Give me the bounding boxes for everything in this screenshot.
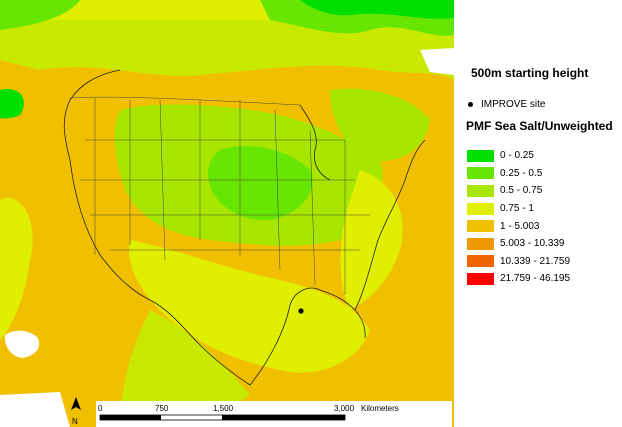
state-boundaries: [69, 96, 370, 295]
north-arrow-icon: N: [71, 397, 81, 426]
legend-class-row: 0.75 - 1: [467, 200, 570, 218]
legend-class-row: 0 - 0.25: [467, 147, 570, 165]
legend-class-row: 21.759 - 46.195: [467, 270, 570, 288]
class-region-west-arctic: [0, 0, 80, 30]
site-dot-icon: [468, 101, 473, 107]
legend-class-label: 0.25 - 0.5: [500, 167, 543, 179]
legend-swatch: [467, 272, 494, 285]
legend-class-row: 0.25 - 0.5: [467, 165, 570, 183]
legend-class-label: 5.003 - 10.339: [500, 238, 565, 250]
scale-tick-0: 0: [98, 404, 103, 413]
legend-class-row: 1 - 5.003: [467, 217, 570, 235]
legend-class-label: 10.339 - 21.759: [500, 255, 571, 267]
class-region-northeast: [330, 88, 430, 161]
class-region-mexico: [120, 310, 250, 427]
legend-class-row: 0.5 - 0.75: [467, 182, 570, 200]
legend-swatch: [467, 255, 494, 268]
legend-swatch: [467, 149, 494, 162]
legend-swatch: [467, 167, 494, 180]
legend-swatch: [467, 237, 494, 250]
legend-class-label: 0.5 - 0.75: [500, 185, 543, 197]
class-region-southwest: [49, 190, 115, 282]
scale-unit: Kilometers: [361, 404, 399, 413]
legend-list: 0 - 0.25 0.25 - 0.5 0.5 - 0.75 0.75 - 1 1 - …: [467, 147, 570, 288]
legend-class-label: 0 - 0.25: [500, 150, 534, 162]
class-region-arctic-core: [300, 0, 454, 19]
no-data-area-north: [420, 48, 454, 75]
site-legend-row: IMPROVE site: [468, 99, 545, 110]
scale-tick-1500: 1,500: [213, 404, 234, 413]
legend-class-row: 5.003 - 10.339: [467, 235, 570, 253]
class-region-midwest: [208, 146, 313, 221]
no-data-area-pacific: [4, 330, 40, 358]
class-region-gulf-coast: [129, 240, 370, 373]
class-region-east-coast: [340, 170, 403, 310]
scale-bar: 0 750 1,500 3,000 Kilometers: [96, 401, 452, 427]
no-data-area-south: [0, 392, 70, 427]
legend-class-row: 10.339 - 21.759: [467, 253, 570, 271]
map-title: 500m starting height: [471, 66, 589, 80]
legend-class-label: 1 - 5.003: [500, 220, 540, 232]
improve-site-marker: [298, 308, 304, 314]
legend-class-label: 0.75 - 1: [500, 203, 534, 215]
legend-panel: 500m starting height IMPROVE site PMF Se…: [454, 0, 622, 427]
legend-swatch: [467, 220, 494, 233]
legend-title: PMF Sea Salt/Unweighted: [466, 119, 613, 133]
legend-swatch: [467, 202, 494, 215]
legend-swatch: [467, 184, 494, 197]
scale-tick-3000: 3,000: [334, 404, 355, 413]
legend-class-label: 21.759 - 46.195: [500, 273, 571, 285]
class-region-pacific: [0, 198, 33, 340]
coastlines: [63, 69, 426, 386]
concentration-map: N 0 750 1,500 3,000 Kilometers: [0, 0, 454, 427]
site-legend-label: IMPROVE site: [481, 99, 546, 110]
north-arrow-label: N: [72, 417, 78, 426]
scale-tick-750: 750: [155, 404, 169, 413]
class-region-canada: [0, 20, 454, 80]
class-region-west-green: [0, 89, 24, 119]
